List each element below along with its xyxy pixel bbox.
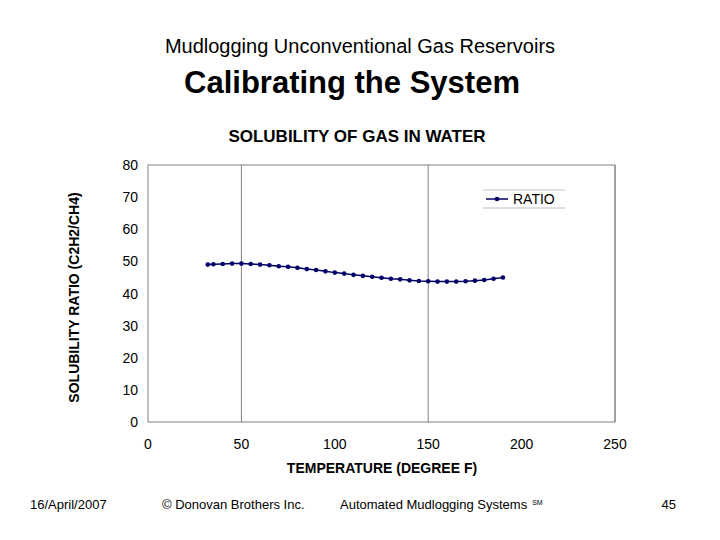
slide-header: Mudlogging Unconventional Gas Reservoirs — [165, 35, 555, 57]
data-point — [463, 279, 468, 284]
data-point — [295, 266, 300, 271]
data-point — [230, 261, 235, 266]
chart-title: SOLUBILITY OF GAS IN WATER — [228, 127, 485, 146]
data-point — [239, 261, 244, 266]
data-point — [407, 278, 412, 283]
data-point — [482, 278, 487, 283]
y-tick-label: 0 — [130, 414, 138, 430]
footer-service-mark: SM — [532, 499, 543, 506]
data-point — [361, 274, 366, 279]
data-point — [333, 270, 338, 275]
y-axis-label: SOLUBILITY RATIO (C2H2/CH4) — [66, 192, 82, 402]
x-tick-label: 100 — [323, 436, 347, 452]
y-tick-label: 10 — [122, 382, 138, 398]
y-tick-label: 20 — [122, 350, 138, 366]
slide: Mudlogging Unconventional Gas Reservoirs… — [0, 0, 720, 540]
grid-line — [241, 165, 242, 422]
x-tick-label: 50 — [234, 436, 250, 452]
data-point — [314, 268, 319, 273]
data-point — [389, 276, 394, 281]
data-point — [351, 273, 356, 278]
data-point — [379, 275, 384, 280]
data-point — [417, 279, 422, 284]
data-point — [323, 269, 328, 274]
y-tick-label: 50 — [122, 253, 138, 269]
footer-date: 16/April/2007 — [30, 497, 107, 512]
data-point — [205, 262, 210, 267]
legend: RATIO — [483, 190, 565, 208]
footer-page-number: 45 — [662, 497, 676, 512]
x-axis-label: TEMPERATURE (DEGREE F) — [287, 460, 477, 476]
y-tick-label: 60 — [122, 221, 138, 237]
footer-system: Automated Mudlogging Systems — [340, 497, 528, 512]
footer-copyright: © Donovan Brothers Inc. — [162, 497, 305, 512]
data-point — [426, 279, 431, 284]
x-tick-label: 150 — [417, 436, 441, 452]
x-tick-label: 0 — [144, 436, 152, 452]
data-point — [267, 263, 272, 268]
x-tick-label: 250 — [603, 436, 627, 452]
data-point — [342, 271, 347, 276]
data-point — [454, 279, 459, 284]
background — [0, 0, 720, 540]
y-tick-label: 70 — [122, 189, 138, 205]
plot-marks — [205, 261, 505, 284]
data-point — [304, 267, 309, 272]
data-point — [473, 278, 478, 283]
data-point — [276, 264, 281, 269]
data-point — [398, 277, 403, 282]
data-point — [258, 262, 263, 267]
data-point — [220, 262, 225, 267]
series-line — [208, 264, 503, 282]
y-tick-label: 40 — [122, 286, 138, 302]
data-point — [370, 274, 375, 279]
data-point — [435, 279, 440, 284]
data-point — [286, 265, 291, 270]
slide-heading: Calibrating the System — [184, 65, 520, 100]
data-point — [491, 276, 496, 281]
data-point — [445, 279, 450, 284]
grid-line — [428, 165, 429, 422]
x-tick-label: 200 — [510, 436, 534, 452]
data-point — [248, 262, 253, 267]
data-point — [501, 275, 506, 280]
legend-label: RATIO — [513, 191, 555, 207]
y-tick-label: 30 — [122, 318, 138, 334]
legend-border — [483, 208, 565, 209]
plot-frame — [148, 165, 615, 422]
legend-marker — [495, 197, 500, 202]
data-point — [211, 262, 216, 267]
y-tick-label: 80 — [122, 157, 138, 173]
